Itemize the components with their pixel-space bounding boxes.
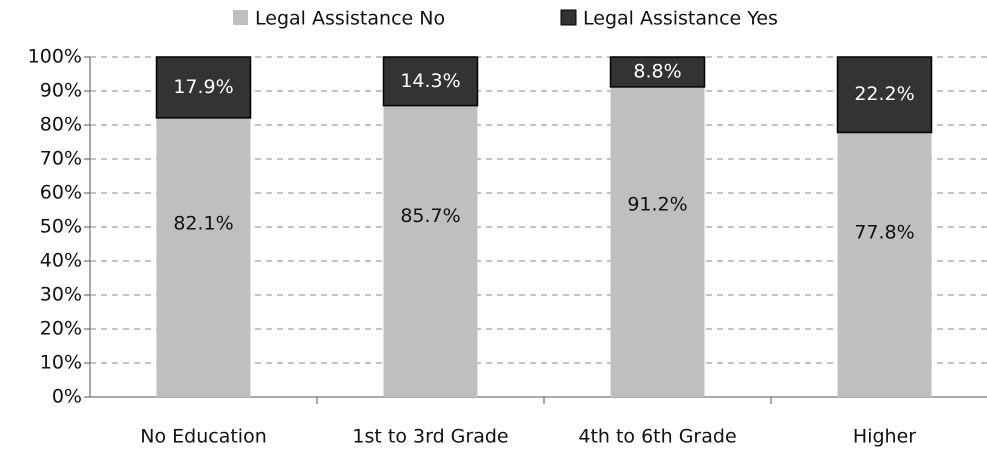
- bar-segment: [609, 56, 706, 88]
- x-tick-label: Higher: [853, 426, 916, 448]
- x-tick-label: No Education: [140, 426, 266, 448]
- value-label: 8.8%: [633, 60, 681, 82]
- y-tick-label: 60%: [40, 182, 82, 204]
- y-tick-label: 70%: [40, 148, 82, 170]
- y-tick-label: 30%: [40, 284, 82, 306]
- bar-segment: [837, 132, 932, 398]
- value-label: 77.8%: [854, 221, 914, 243]
- y-tick-label: 100%: [28, 46, 82, 68]
- legend-swatch: [233, 10, 248, 25]
- y-tick-label: 90%: [40, 80, 82, 102]
- legend-label: Legal Assistance Yes: [583, 8, 778, 30]
- y-tick-label: 0%: [52, 386, 82, 408]
- y-tick-label: 10%: [40, 352, 82, 374]
- value-label: 91.2%: [627, 193, 687, 215]
- bar-segment: [610, 86, 705, 398]
- x-tick-label: 4th to 6th Grade: [578, 426, 736, 448]
- value-label: 22.2%: [854, 83, 914, 105]
- y-tick-label: 40%: [40, 250, 82, 272]
- y-tick-label: 50%: [40, 216, 82, 238]
- y-tick-label: 20%: [40, 318, 82, 340]
- bar-segment: [836, 56, 933, 134]
- legend-swatch: [560, 9, 577, 26]
- value-label: 85.7%: [400, 205, 460, 227]
- bar-segment: [383, 105, 478, 398]
- x-tick-label: 1st to 3rd Grade: [352, 426, 508, 448]
- value-label: 14.3%: [400, 70, 460, 92]
- value-label: 82.1%: [173, 212, 233, 234]
- bar-segment: [156, 117, 251, 398]
- bar-segment: [155, 56, 252, 119]
- legend-label: Legal Assistance No: [255, 8, 445, 30]
- bar-segment: [382, 56, 479, 107]
- y-tick-label: 80%: [40, 114, 82, 136]
- value-label: 17.9%: [173, 76, 233, 98]
